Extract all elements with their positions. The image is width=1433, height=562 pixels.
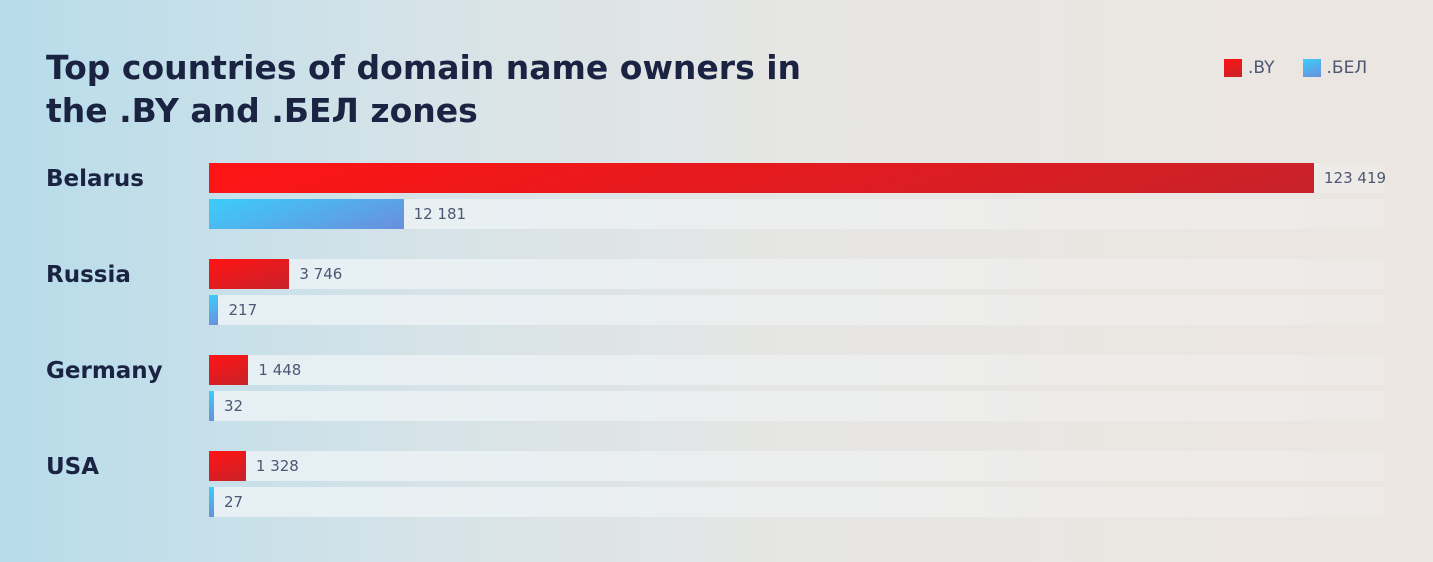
category-label: Belarus <box>46 166 144 192</box>
bar-bel <box>209 391 214 421</box>
bar-by <box>209 355 249 385</box>
data-label: 1 448 <box>258 361 302 379</box>
bar-track: 32 <box>209 391 1384 421</box>
legend-swatch <box>1302 59 1321 77</box>
bar-track: 123 419 <box>209 163 1387 193</box>
legend-item-by: .BY <box>1224 58 1275 78</box>
bar-by <box>209 163 1314 193</box>
data-label: 12 181 <box>413 205 467 223</box>
bar-track: 1 448 <box>209 355 1384 385</box>
bar-bel <box>209 487 214 517</box>
data-label: 1 328 <box>255 457 299 475</box>
bar-by <box>209 451 246 481</box>
data-label: 32 <box>224 397 244 415</box>
legend-label: .БЕЛ <box>1326 58 1368 78</box>
bar-track: 27 <box>209 487 1384 517</box>
data-label: 217 <box>228 301 258 319</box>
bar-track: 217 <box>209 295 1384 325</box>
legend-swatch <box>1224 59 1242 77</box>
legend: .BY .БЕЛ <box>1224 58 1367 78</box>
data-label: 3 746 <box>299 265 343 283</box>
bar-track: 1 328 <box>209 451 1384 481</box>
category-label: Germany <box>46 358 163 384</box>
bar-bel <box>209 199 404 229</box>
category-label: USA <box>46 454 100 480</box>
category-label: Russia <box>46 262 131 288</box>
chart-title: Top countries of domain name owners in t… <box>46 48 802 130</box>
legend-label: .BY <box>1248 58 1275 78</box>
legend-item-bel: .БЕЛ <box>1302 58 1368 78</box>
data-label: 27 <box>224 493 244 511</box>
bar-track: 12 181 <box>209 199 1384 229</box>
bar-track: 3 746 <box>209 259 1384 289</box>
data-label: 123 419 <box>1324 169 1387 187</box>
bar-bel <box>209 295 219 325</box>
bar-by <box>209 259 290 289</box>
